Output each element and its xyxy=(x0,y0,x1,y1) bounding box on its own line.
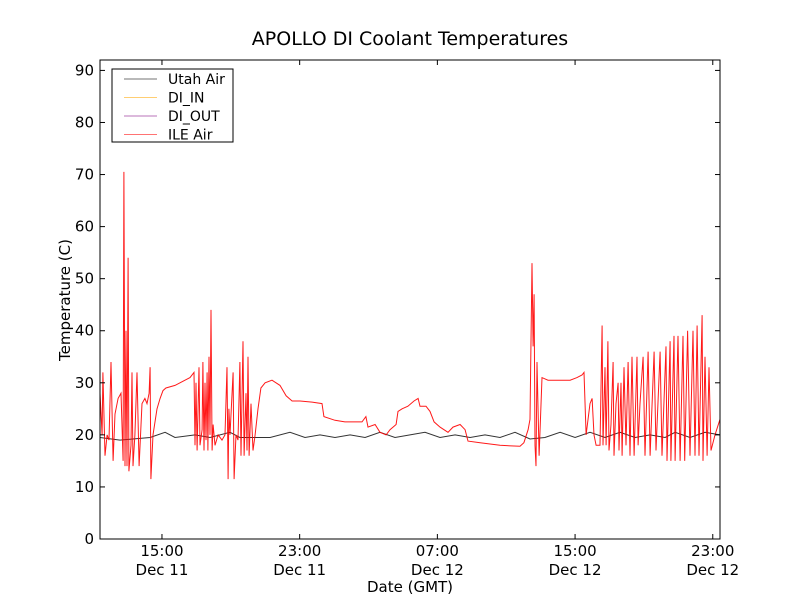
x-tick-label: Dec 12 xyxy=(411,561,464,579)
y-tick-label: 90 xyxy=(75,61,94,79)
series-line-utah-air xyxy=(99,431,721,441)
x-tick-label: Dec 12 xyxy=(686,561,739,579)
plot-frame xyxy=(99,59,721,540)
chart-title: APOLLO DI Coolant Temperatures xyxy=(252,28,568,50)
y-axis-label: Temperature (C) xyxy=(56,239,74,362)
y-tick-label: 40 xyxy=(75,322,94,340)
y-tick-label: 30 xyxy=(75,374,94,392)
x-axis-label: Date (GMT) xyxy=(367,578,453,596)
x-tick-label: Dec 12 xyxy=(549,561,602,579)
plot-lines xyxy=(99,171,721,480)
x-tick-label: Dec 11 xyxy=(273,561,326,579)
series-line-ile-air xyxy=(99,171,721,480)
x-tick-label: 07:00 xyxy=(416,542,459,560)
y-tick-label: 20 xyxy=(75,426,94,444)
y-tick-label: 80 xyxy=(75,113,94,131)
x-tick-label: 23:00 xyxy=(278,542,321,560)
y-tick-label: 50 xyxy=(75,270,94,288)
legend-label: ILE Air xyxy=(168,128,213,144)
x-tick-label: 15:00 xyxy=(553,542,596,560)
y-tick-label: 10 xyxy=(75,478,94,496)
x-tick-label: 15:00 xyxy=(140,542,183,560)
legend-label: DI_OUT xyxy=(168,109,220,125)
legend-label: Utah Air xyxy=(168,72,225,88)
legend: Utah Air DI_IN DI_OUT ILE Air xyxy=(111,68,234,144)
x-tick-label: 23:00 xyxy=(691,542,734,560)
x-tick-label: Dec 11 xyxy=(136,561,189,579)
y-tick-label: 0 xyxy=(84,530,94,548)
y-tick-label: 60 xyxy=(75,218,94,236)
legend-box xyxy=(111,68,234,143)
legend-label: DI_IN xyxy=(168,91,205,107)
y-tick-label: 70 xyxy=(75,166,94,184)
